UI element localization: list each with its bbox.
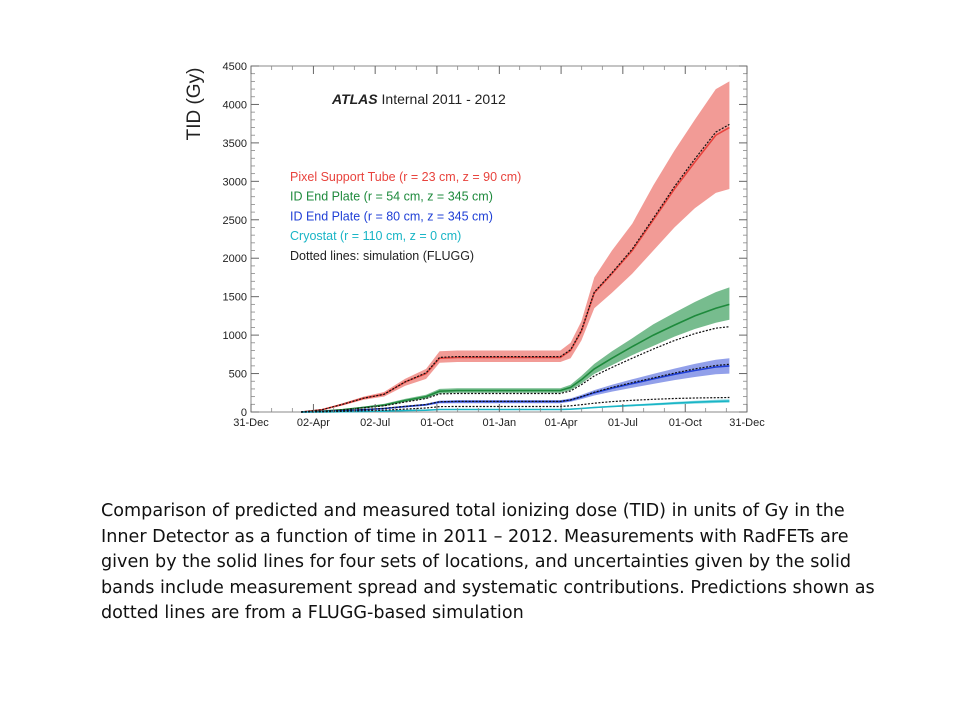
legend: Pixel Support Tube (r = 23 cm, z = 90 cm… — [290, 170, 521, 263]
legend-item-simulation: Dotted lines: simulation (FLUGG) — [290, 249, 474, 263]
plot-title: ATLAS Internal 2011 - 2012 — [331, 91, 506, 107]
y-tick-label-8: 4000 — [223, 99, 247, 111]
simulation-line-0 — [301, 123, 730, 413]
x-tick-label-1: 02-Apr — [297, 417, 330, 429]
axis-ticks — [250, 65, 748, 413]
x-tick-label-2: 02-Jul — [360, 417, 390, 429]
measurement-line-1 — [301, 303, 730, 413]
simulation-line-1 — [301, 326, 730, 413]
y-tick-label-2: 1000 — [223, 330, 247, 342]
legend-item-2: ID End Plate (r = 80 cm, z = 345 cm) — [290, 209, 493, 223]
x-tick-labels: 31-Dec 02-Apr 02-Jul 01-Oct 01-Jan 01-Apr 01-J… — [233, 417, 765, 429]
y-tick-label-0: 0 — [241, 407, 247, 419]
x-tick-label-0: 31-Dec — [233, 417, 269, 429]
simulation-lines — [301, 123, 730, 413]
y-tick-label-4: 2000 — [223, 253, 247, 265]
x-tick-label-6: 01-Jul — [608, 417, 638, 429]
x-tick-label-8: 31-Dec — [729, 417, 765, 429]
legend-item-3: Cryostat (r = 110 cm, z = 0 cm) — [290, 229, 461, 243]
y-tick-label-3: 1500 — [223, 292, 247, 304]
legend-item-0: Pixel Support Tube (r = 23 cm, z = 90 cm… — [290, 170, 521, 184]
plot-title-atlas: ATLAS — [331, 91, 378, 107]
y-tick-label-9: 4500 — [223, 61, 247, 73]
x-tick-label-5: 01-Apr — [545, 417, 578, 429]
plot-title-rest: Internal 2011 - 2012 — [378, 91, 506, 107]
y-axis-title: TID (Gy) — [184, 68, 205, 141]
legend-item-1: ID End Plate (r = 54 cm, z = 345 cm) — [290, 190, 493, 204]
x-tick-label-7: 01-Oct — [669, 417, 702, 429]
x-tick-label-4: 01-Jan — [483, 417, 517, 429]
x-tick-label-3: 01-Oct — [420, 417, 453, 429]
y-tick-label-5: 2500 — [223, 215, 247, 227]
measurement-line-3 — [301, 400, 730, 413]
simulation-line-2 — [301, 363, 730, 413]
uncertainty-band-0 — [301, 81, 730, 413]
simulation-line-3 — [301, 396, 730, 413]
y-tick-label-7: 3500 — [223, 138, 247, 150]
figure-caption: Comparison of predicted and measured tot… — [101, 501, 875, 624]
y-tick-labels: 0 500 1000 1500 2000 2500 3000 3500 4000 4500 — [223, 61, 247, 419]
y-tick-label-6: 3000 — [223, 176, 247, 188]
y-tick-label-1: 500 — [229, 369, 247, 381]
tid-chart: 0 500 1000 1500 2000 2500 3000 3500 4000 4500 31-… — [184, 61, 765, 429]
uncertainty-band-1 — [301, 287, 730, 412]
